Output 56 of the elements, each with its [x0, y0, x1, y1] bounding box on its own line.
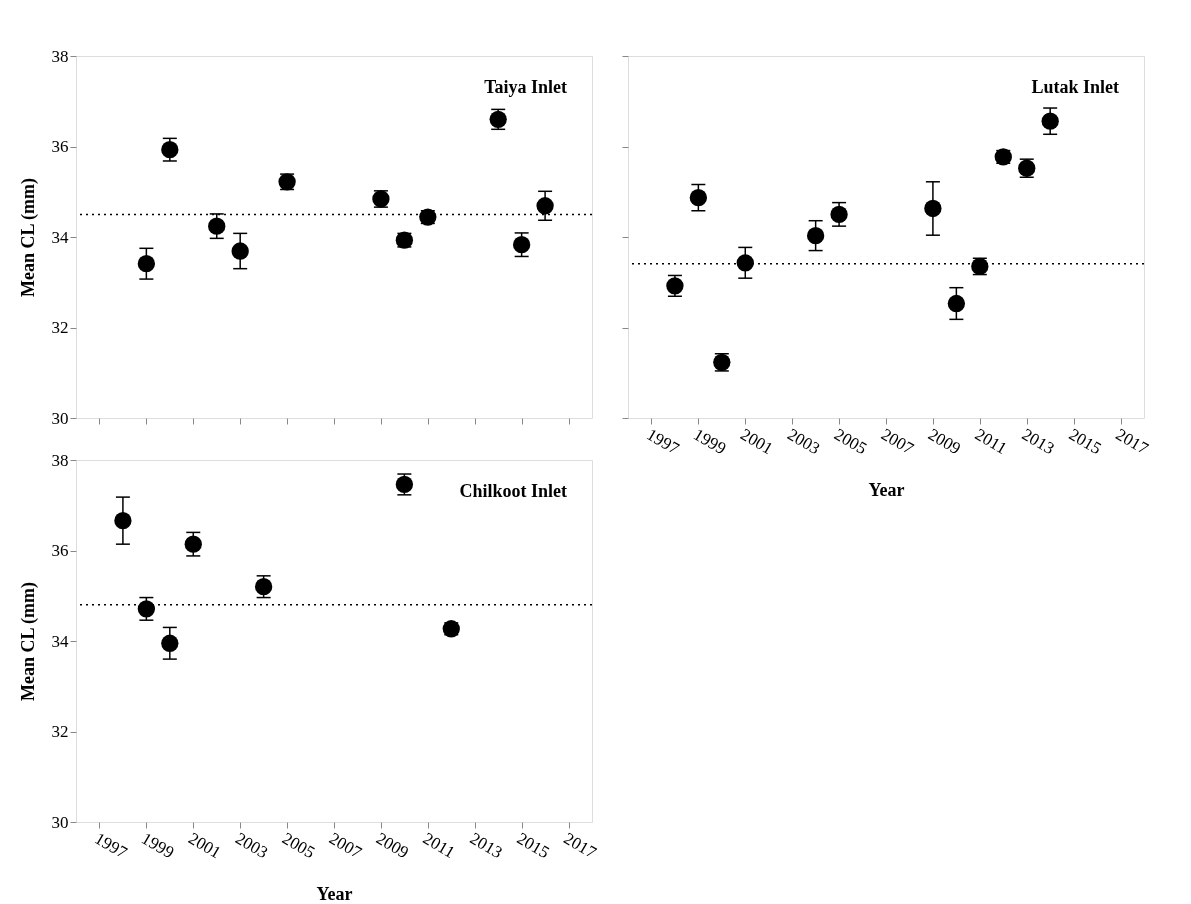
x-axis-title: Year	[868, 480, 905, 501]
x-tick-label: 2017	[1112, 424, 1152, 459]
point	[114, 511, 132, 530]
x-tick-label: 2011	[971, 424, 1011, 458]
x-tick-label: 1997	[91, 828, 131, 863]
y-tick-label: 32	[51, 722, 69, 741]
x-tick-label: 2011	[419, 828, 459, 862]
y-tick-label: 34	[51, 227, 69, 247]
point	[536, 197, 554, 215]
x-tick-label: 2001	[737, 424, 777, 459]
x-tick-label: 2003	[232, 828, 272, 863]
x-tick-label: 2005	[831, 424, 871, 459]
point	[184, 535, 202, 553]
point	[947, 294, 966, 313]
x-tick-label: 2007	[326, 828, 366, 863]
text: Chilkoot Inlet	[459, 481, 567, 501]
y-tick-label: 36	[51, 541, 69, 560]
y-axis-title: Mean CL (mm)	[17, 178, 39, 297]
x-tick-label: 2001	[185, 828, 225, 863]
x-tick-label: 2013	[1018, 424, 1058, 459]
point	[137, 255, 156, 273]
x-tick-label: 2017	[560, 828, 600, 863]
x-tick-label: 1997	[643, 424, 683, 459]
x-tick-label: 2003	[784, 424, 824, 459]
point	[1041, 112, 1059, 130]
x-tick-label: 2009	[924, 424, 964, 459]
y-tick-label: 36	[51, 137, 69, 156]
point	[231, 242, 249, 260]
x-tick-label: 2015	[513, 828, 553, 863]
point	[512, 236, 531, 254]
point	[806, 227, 825, 245]
y-tick-label: 38	[51, 46, 69, 66]
point	[161, 634, 179, 652]
point	[161, 141, 179, 159]
point	[208, 217, 226, 235]
point	[689, 188, 708, 207]
x-tick-label: 2005	[279, 828, 319, 863]
y-tick-label: 30	[51, 812, 69, 832]
x-tick-label: 1999	[690, 424, 730, 459]
x-tick-label: 1999	[138, 828, 178, 863]
y-tick-label: 38	[51, 450, 69, 470]
y-tick-label: 32	[51, 318, 69, 337]
point	[137, 600, 156, 618]
point	[736, 254, 754, 272]
x-tick-label: 2015	[1065, 424, 1105, 459]
y-tick-label: 34	[51, 631, 69, 651]
point	[924, 199, 942, 218]
x-tick-label: 2009	[372, 828, 412, 863]
y-tick-label: 30	[51, 408, 69, 428]
x-tick-label: 2013	[466, 828, 506, 863]
y-axis-title: Mean CL (mm)	[17, 582, 39, 701]
x-axis-title: Year	[316, 884, 353, 904]
point	[830, 205, 848, 224]
text: Taiya Inlet	[484, 77, 567, 97]
x-tick-label: 2007	[878, 424, 918, 459]
text: Lutak Inlet	[1031, 77, 1119, 97]
